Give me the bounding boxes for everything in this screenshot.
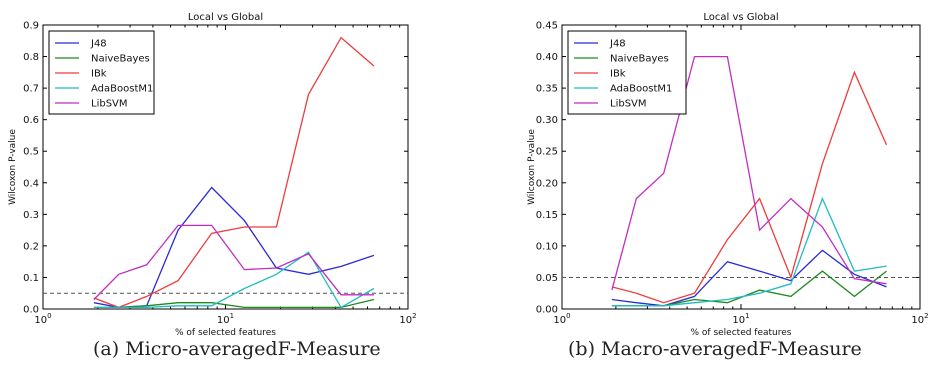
y-tick-label: 0.3	[23, 210, 39, 221]
x-tick-label: 102	[399, 312, 416, 326]
x-axis-label: % of selected features	[175, 328, 276, 338]
y-axis-label: Wilcoxon P-value	[527, 129, 537, 205]
x-tick-label: 101	[217, 312, 234, 326]
y-tick-label: 0.00	[536, 305, 558, 316]
y-tick-label: 0.1	[23, 273, 39, 284]
y-tick-label: 0.0	[23, 305, 39, 316]
chart-title: Local vs Global	[188, 12, 263, 23]
y-tick-label: 0.25	[536, 147, 558, 158]
y-tick-label: 0.05	[536, 273, 558, 284]
series-line-adaboostm1	[93, 251, 375, 309]
legend-label: NaiveBayes	[91, 54, 150, 65]
series-line-libsvm	[611, 55, 887, 291]
y-tick-label: 0.2	[23, 241, 39, 252]
series-line-libsvm	[93, 224, 374, 300]
y-tick-label: 0.9	[23, 21, 39, 32]
y-tick-label: 0.35	[536, 84, 558, 95]
chart-title: Local vs Global	[703, 12, 778, 23]
y-tick-label: 0.5	[23, 147, 39, 158]
legend-label: IBk	[610, 69, 626, 80]
x-tick-label: 102	[911, 312, 928, 326]
x-tick-label: 100	[553, 312, 570, 326]
y-tick-label: 0.8	[23, 52, 39, 63]
caption-a: (a) Micro-averagedF-Measure	[93, 338, 381, 360]
series-line-ibk	[611, 70, 888, 304]
y-tick-label: 0.20	[536, 178, 558, 189]
legend-label: J48	[609, 39, 626, 50]
legend-label: LibSVM	[91, 99, 128, 110]
x-axis-label: % of selected features	[691, 328, 792, 338]
legend-label: NaiveBayes	[610, 54, 669, 65]
series-line-j48	[611, 249, 887, 307]
y-tick-label: 0.6	[23, 115, 39, 126]
x-tick-label: 101	[732, 312, 749, 326]
legend-label: IBk	[91, 69, 107, 80]
series-line-j48	[93, 186, 375, 309]
legend-label: LibSVM	[610, 99, 647, 110]
series-line-adaboostm1	[611, 196, 887, 307]
y-tick-label: 0.40	[536, 52, 558, 63]
y-tick-label: 0.30	[536, 115, 558, 126]
caption-b: (b) Macro-averagedF-Measure	[568, 338, 862, 360]
series-line-ibk	[93, 36, 375, 309]
y-tick-label: 0.4	[23, 178, 39, 189]
series-line-naivebayes	[93, 298, 375, 309]
legend-label: J48	[90, 39, 107, 50]
legend-label: AdaBoostM1	[610, 84, 672, 95]
chart-1: Local vs Global 0.00 0.05 0.10 0.15 0.20 0.25 0…	[527, 12, 929, 338]
series-line-naivebayes	[611, 270, 887, 307]
y-tick-label: 0.10	[536, 241, 558, 252]
y-tick-label: 0.45	[536, 21, 558, 32]
y-axis-label: Wilcoxon P-value	[8, 129, 18, 205]
chart-0: Local vs Global 0.0 0.1 0.2 0.3 0.4 0.5 0.6 0.7 0…	[8, 12, 417, 338]
legend-label: AdaBoostM1	[91, 84, 153, 95]
y-tick-label: 0.15	[536, 210, 558, 221]
y-tick-label: 0.7	[23, 84, 39, 95]
x-tick-label: 100	[34, 312, 51, 326]
